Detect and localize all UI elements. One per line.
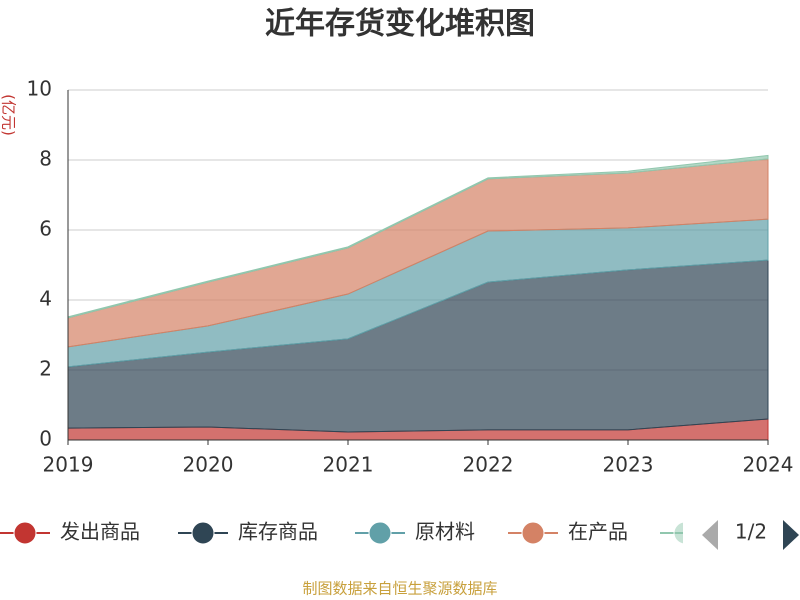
legend-label: 原材料 — [415, 520, 475, 544]
legend-item — [508, 521, 558, 545]
y-tick-label: 2 — [39, 357, 52, 381]
y-tick-label: 4 — [39, 287, 52, 311]
y-tick-label: 0 — [39, 427, 52, 451]
legend-icon — [673, 521, 683, 545]
y-tick-label: 10 — [27, 77, 52, 101]
x-tick-label: 2024 — [743, 453, 794, 477]
legend-icon — [13, 521, 37, 545]
x-tick-label: 2023 — [603, 453, 654, 477]
x-tick-label: 2022 — [463, 453, 514, 477]
legend-item — [0, 521, 50, 545]
area — [67, 154, 769, 319]
legend-icon — [191, 521, 215, 545]
legend-page: 1/2 — [735, 520, 767, 544]
chart-title: 近年存货变化堆积图 — [265, 7, 535, 42]
x-tick-label: 2021 — [323, 453, 374, 477]
legend-label: 库存商品 — [238, 520, 318, 544]
y-axis-label: (亿元) — [0, 94, 18, 136]
x-tick-label: 2020 — [183, 453, 234, 477]
legend-label: 在产品 — [568, 520, 628, 544]
legend-prev[interactable] — [702, 520, 718, 550]
legend-item — [355, 521, 405, 545]
legend-next[interactable] — [783, 520, 799, 550]
source-note: 制图数据来自恒生聚源数据库 — [302, 580, 497, 598]
y-tick-label: 6 — [39, 217, 52, 241]
legend-icon — [521, 521, 545, 545]
legend-icon — [368, 521, 392, 545]
legend-label: 发出商品 — [60, 520, 140, 544]
y-tick-label: 8 — [39, 147, 52, 171]
legend-item — [660, 521, 683, 545]
x-tick-label: 2019 — [43, 453, 94, 477]
legend-item — [178, 521, 228, 545]
